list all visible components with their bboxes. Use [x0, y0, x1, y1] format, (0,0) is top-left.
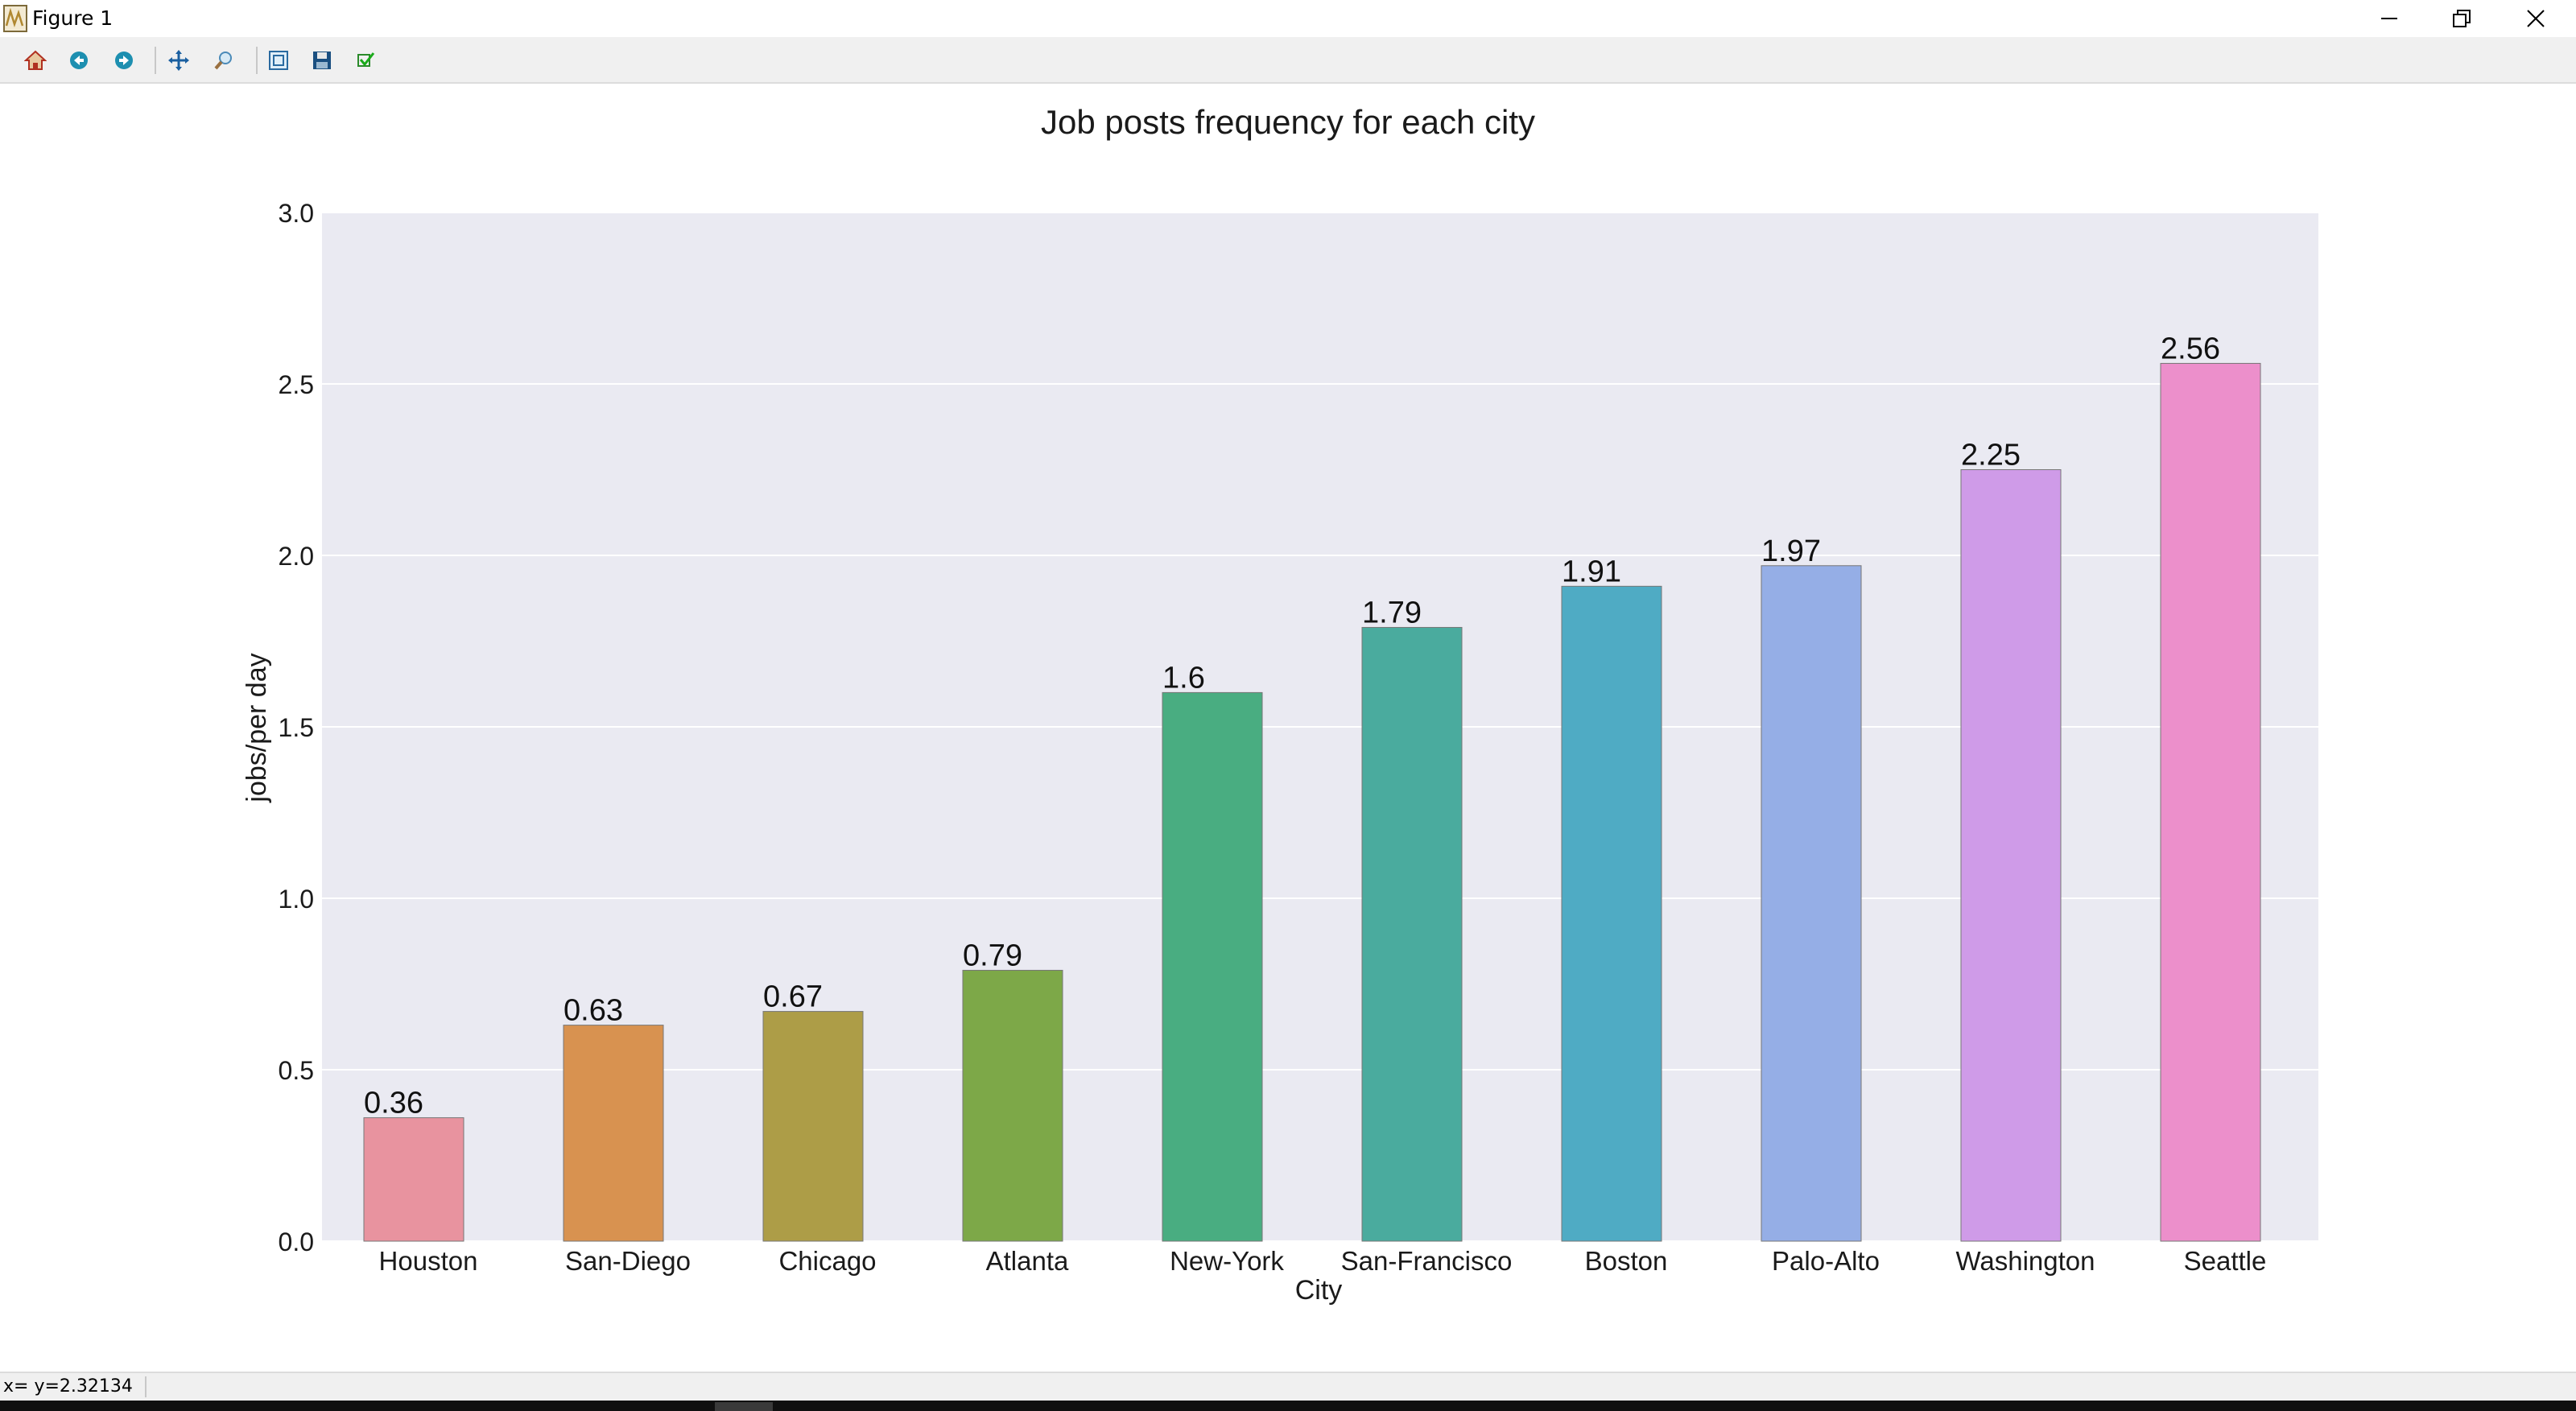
y-axis-label: jobs/per day — [242, 653, 272, 802]
x-tick-label: Palo-Alto — [1772, 1246, 1880, 1276]
x-tick-label: Houston — [379, 1246, 478, 1276]
zoom-button[interactable] — [208, 44, 240, 76]
bar-seattle[interactable] — [2160, 362, 2261, 1242]
x-tick-label: Chicago — [778, 1246, 876, 1276]
y-tick-label: 2.0 — [279, 542, 314, 571]
matplotlib-figure-icon — [3, 5, 27, 32]
home-button[interactable] — [19, 44, 52, 76]
plot-area: 0.0 0.5 1.0 1.5 2.0 2.5 3.0 0.36 Houston 0.63 San-… — [279, 199, 2318, 1276]
window-title: Figure 1 — [32, 6, 114, 30]
configure-subplots-button[interactable] — [262, 44, 295, 76]
x-tick-label: Washington — [1955, 1246, 2095, 1276]
y-tick-label: 0.5 — [279, 1056, 314, 1085]
status-bar: x= y=2.32134 — [0, 1372, 2576, 1401]
figure-canvas[interactable]: Job posts frequency for each city 0.0 0.5… — [0, 84, 2576, 1372]
bar-value-label: 1.97 — [1761, 534, 1821, 568]
zoom-icon — [214, 52, 232, 70]
bar-palo-alto[interactable] — [1761, 565, 1862, 1242]
home-icon — [24, 50, 47, 70]
x-axis-label: City — [1295, 1275, 1343, 1306]
bar-value-label: 0.67 — [763, 980, 823, 1014]
bar-chart[interactable]: Job posts frequency for each city 0.0 0.5… — [0, 84, 2576, 1372]
subplots-icon — [269, 51, 288, 70]
toolbar-separator — [256, 47, 258, 74]
bar-houston[interactable] — [363, 1117, 464, 1242]
bar-value-label: 2.56 — [2161, 332, 2220, 365]
window-titlebar: Figure 1 — [0, 0, 2576, 37]
back-button[interactable] — [63, 44, 95, 76]
x-tick-label: Seattle — [2184, 1246, 2267, 1276]
toolbar-separator — [155, 47, 156, 74]
bar-san-diego[interactable] — [563, 1025, 664, 1242]
bar-value-label: 0.63 — [564, 994, 623, 1028]
bar-boston[interactable] — [1561, 585, 1662, 1242]
close-icon — [2527, 10, 2545, 27]
bar-value-label: 1.91 — [1562, 555, 1621, 588]
bar-value-label: 1.6 — [1162, 661, 1205, 695]
restore-button[interactable] — [2425, 0, 2499, 37]
y-tick-label: 3.0 — [279, 199, 314, 228]
save-button[interactable] — [306, 44, 338, 76]
y-tick-label: 0.0 — [279, 1227, 314, 1256]
x-tick-label: San-Francisco — [1341, 1246, 1513, 1276]
bar-chicago[interactable] — [762, 1011, 864, 1242]
pan-button[interactable] — [163, 44, 195, 76]
y-tick-label: 2.5 — [279, 370, 314, 399]
close-button[interactable] — [2499, 0, 2573, 37]
bar-washington[interactable] — [1960, 469, 2062, 1242]
bar-value-label: 1.79 — [1362, 596, 1422, 629]
floppy-disk-icon — [313, 52, 331, 69]
y-tick-label: 1.0 — [279, 885, 314, 914]
navigation-toolbar — [0, 37, 2576, 84]
edit-axes-button[interactable] — [349, 44, 382, 76]
bar-value-label: 2.25 — [1961, 439, 2021, 472]
x-tick-label: Atlanta — [986, 1246, 1069, 1276]
y-tick-label: 1.5 — [279, 713, 314, 742]
restore-icon — [2453, 10, 2471, 27]
checkmark-icon — [357, 52, 375, 67]
bar-value-label: 0.79 — [963, 939, 1022, 972]
taskbar-active-item[interactable] — [715, 1402, 773, 1411]
x-tick-label: San-Diego — [565, 1246, 691, 1276]
bar-atlanta[interactable] — [962, 969, 1063, 1242]
bar-new-york[interactable] — [1162, 691, 1263, 1242]
forward-arrow-icon — [115, 52, 133, 69]
taskbar — [0, 1401, 2576, 1411]
move-cross-icon — [168, 50, 189, 71]
coordinate-readout: x= y=2.32134 — [3, 1376, 133, 1397]
bar-value-label: 0.36 — [364, 1087, 423, 1120]
back-arrow-icon — [70, 52, 88, 69]
x-tick-label: New-York — [1170, 1246, 1284, 1276]
minimize-button[interactable] — [2352, 0, 2426, 37]
chart-title: Job posts frequency for each city — [1041, 103, 1535, 141]
minimize-icon — [2381, 18, 2397, 19]
x-tick-label: Boston — [1585, 1246, 1668, 1276]
bar-san-francisco[interactable] — [1361, 626, 1463, 1242]
forward-button[interactable] — [108, 44, 140, 76]
status-separator — [145, 1376, 147, 1397]
